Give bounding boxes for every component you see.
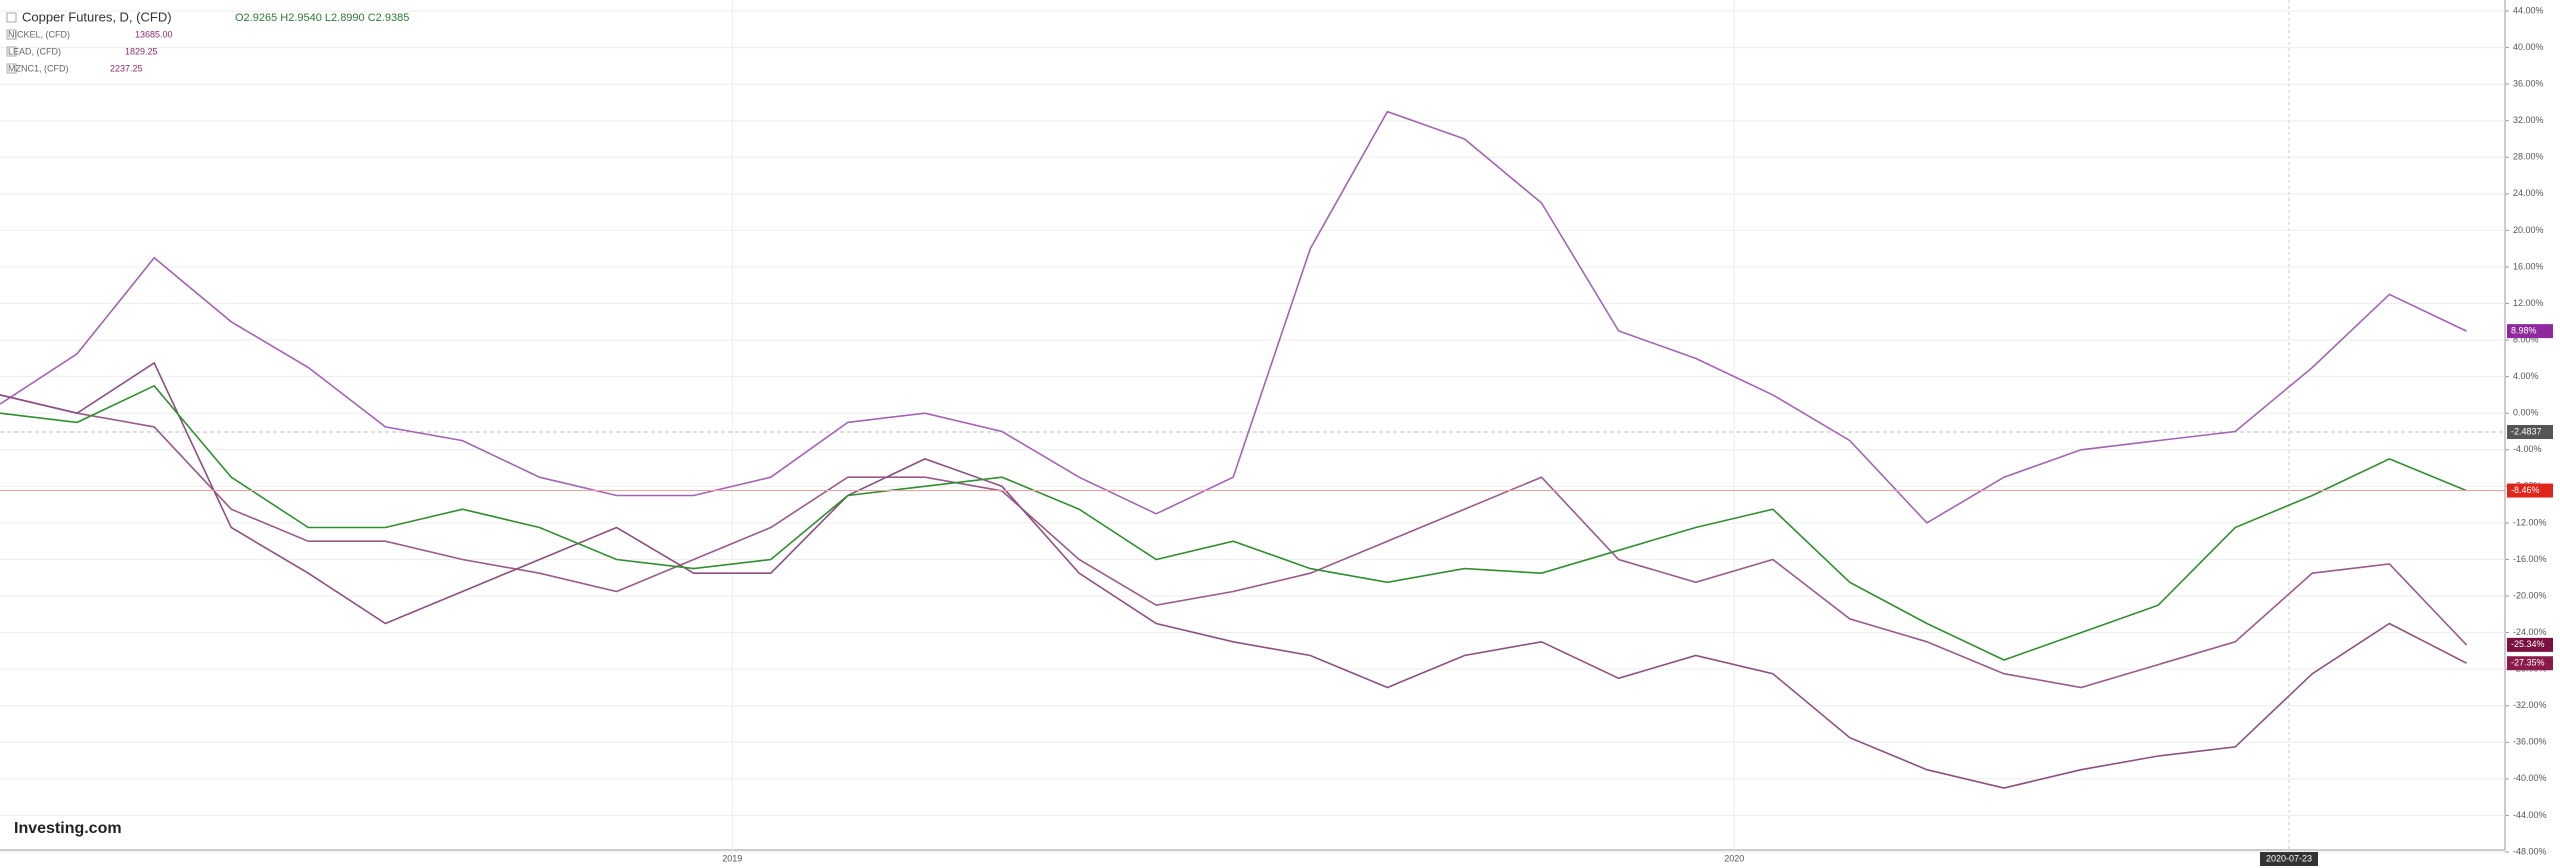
value-label-bg [2507,483,2553,498]
logo: Investing.com [14,820,122,837]
series-line [0,394,2468,689]
price-label: -2.4837 [2511,426,2542,436]
y-tick-label: 28.00% [2513,152,2544,162]
y-tick-label: -32.00% [2513,700,2547,710]
y-tick-label: 32.00% [2513,115,2544,125]
y-tick-label: -40.00% [2513,773,2547,783]
y-tick-label: 24.00% [2513,188,2544,198]
y-tick-label: 20.00% [2513,225,2544,235]
y-tick-label: 12.00% [2513,298,2544,308]
legend-box [6,12,17,23]
y-tick-label: 4.00% [2513,371,2539,381]
y-tick-label: -16.00% [2513,554,2547,564]
y-tick-label: 16.00% [2513,261,2544,271]
legend-value: O2.9265 H2.9540 L2.8990 C2.9385 [235,12,409,24]
y-tick-label: -44.00% [2513,810,2547,820]
value-label: 8.98% [2511,326,2537,336]
legend-name: MZNC1, (CFD) [8,63,69,73]
y-tick-label: 40.00% [2513,42,2544,52]
y-tick-label: -24.00% [2513,627,2547,637]
legend-value: 1829.25 [125,46,158,56]
y-tick-label: -12.00% [2513,517,2547,527]
y-tick-label: 44.00% [2513,5,2544,15]
series-line [0,361,2467,789]
series-line [0,110,2467,524]
legend-name: Copper Futures, D, (CFD) [22,9,172,24]
y-tick-label: -4.00% [2513,444,2542,454]
y-tick-label: -48.00% [2513,846,2547,856]
y-tick-label: -36.00% [2513,737,2547,747]
value-label: -27.35% [2511,658,2545,668]
legend-name: LEAD, (CFD) [8,46,61,56]
cursor-label: 2020-07-23 [2266,853,2312,863]
value-label: -25.34% [2511,639,2545,649]
value-label-bg [2507,656,2553,671]
y-tick-label: 8.00% [2513,334,2539,344]
legend-box [6,46,17,57]
value-label-bg [2507,324,2553,339]
legend-box [6,29,17,40]
legend-value: 13685.00 [135,29,173,39]
legend-name: NICKEL, (CFD) [8,29,70,39]
value-label-bg [2507,637,2553,652]
price-label-bg [2507,425,2553,439]
y-tick-label: -20.00% [2513,590,2547,600]
cursor-label-bg [2260,852,2318,866]
x-tick-label: 2019 [722,853,742,863]
legend-box [6,63,17,74]
legend-value: 2237.25 [110,63,143,73]
y-tick-label: 36.00% [2513,79,2544,89]
legend: Copper Futures, D, (CFD) O2.9265 H2.9540 … [6,9,409,74]
y-tick-label: 0.00% [2513,408,2539,418]
series-line [0,384,2467,661]
x-tick-label: 2020 [1724,853,1744,863]
value-label: -8.46% [2511,485,2540,495]
